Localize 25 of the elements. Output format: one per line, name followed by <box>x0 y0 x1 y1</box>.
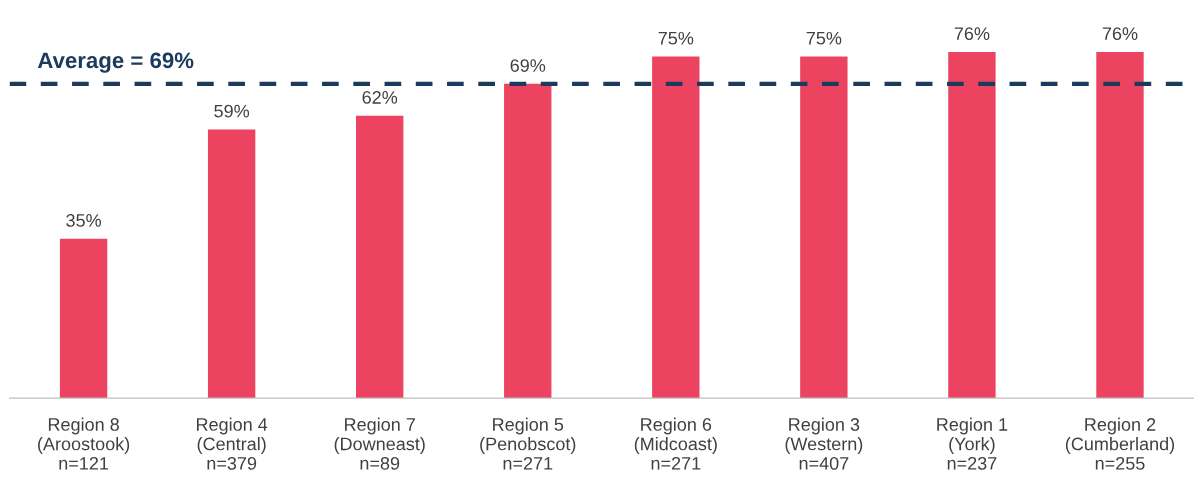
x-tick-label: Region 2 (Cumberland) n=255 <box>1065 417 1175 470</box>
bar <box>504 83 552 399</box>
data-label: 69% <box>510 59 546 72</box>
bar <box>1096 51 1144 399</box>
x-tick-label: Region 1 (York) n=237 <box>937 417 1008 470</box>
data-label: 35% <box>66 214 102 227</box>
data-label: 76% <box>1102 27 1138 41</box>
bar <box>800 56 848 399</box>
x-tick-label: Region 3 (Western) n=407 <box>785 417 863 470</box>
x-tick-label: Region 7 (Downeast) n=89 <box>334 417 425 470</box>
data-label: 75% <box>806 31 842 45</box>
ref-line-label: Average = 69% <box>37 52 194 73</box>
bar <box>652 56 700 399</box>
x-tick-label: Region 6 (Midcoast) n=271 <box>634 417 717 470</box>
bar <box>207 129 256 399</box>
data-label: 76% <box>954 27 990 41</box>
data-label: 62% <box>362 91 398 104</box>
bar <box>356 115 404 399</box>
x-tick-label: Region 8 (Aroostook) n=121 <box>38 417 130 470</box>
bar <box>948 51 996 399</box>
x-tick-label: Region 4 (Central) n=379 <box>196 417 268 470</box>
data-label: 75% <box>658 31 694 45</box>
bar <box>59 238 108 399</box>
data-label: 59% <box>214 104 250 118</box>
x-tick-label: Region 5 (Penobscot) n=271 <box>480 417 576 470</box>
